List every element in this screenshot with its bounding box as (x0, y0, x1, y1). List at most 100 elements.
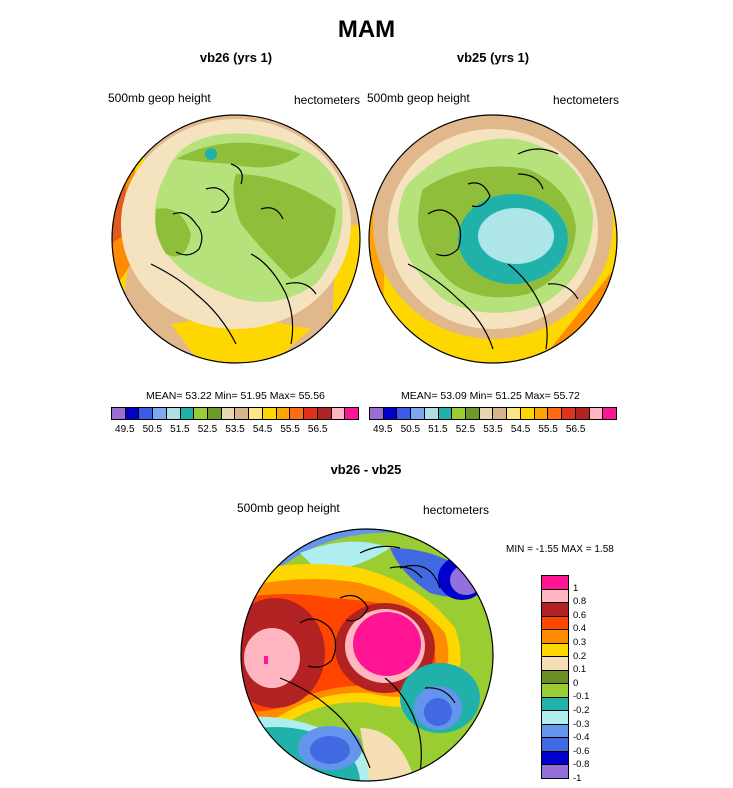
diff-colorbar-swatch (542, 670, 568, 685)
panel-2-field-label: 500mb geop height (367, 91, 470, 105)
colorbar-swatch (575, 408, 590, 419)
diff-colorbar-swatch (542, 684, 568, 698)
colorbar-swatch (520, 408, 535, 419)
colorbar-tick-label: 50.5 (400, 424, 421, 435)
colorbar-swatch (507, 408, 521, 419)
colorbar-swatch (249, 408, 263, 419)
diff-colorbar-tick-label: 0 (573, 677, 579, 689)
diff-colorbar-tick-label: -0.8 (573, 759, 590, 771)
diff-colorbar-swatch (542, 724, 568, 739)
colorbar-tick-label: 52.5 (197, 424, 218, 435)
colorbar-swatch (411, 408, 425, 419)
colorbar-swatch (304, 408, 318, 419)
colorbar-swatch (153, 408, 167, 419)
colorbar-tick-label: 49.5 (115, 424, 135, 435)
diff-colorbar-swatch (542, 576, 568, 590)
diff-colorbar-tick-label: 0.4 (573, 623, 587, 635)
colorbar-swatch (345, 408, 358, 419)
panel-1-title: vb26 (yrs 1) (199, 50, 273, 65)
diff-colorbar-tick-label: -0.1 (573, 691, 590, 703)
colorbar-tick-label: 53.5 (483, 424, 503, 435)
panel-1-colorbar (111, 407, 359, 420)
diff-panel-stats: MIN = -1.55 MAX = 1.58 (506, 544, 614, 555)
panel-2-colorbar-labels: 49.5 50.5 51.5 52.5 53.5 54.5 55.5 56.5 (369, 424, 617, 438)
diff-colorbar-tick-label: -0.6 (573, 745, 590, 757)
colorbar-tick-label: 51.5 (170, 424, 190, 435)
colorbar-swatch (562, 408, 576, 419)
diff-colorbar-tick-label: -0.4 (573, 732, 590, 744)
colorbar-swatch (166, 408, 181, 419)
colorbar-swatch (317, 408, 332, 419)
colorbar-swatch (208, 408, 222, 419)
panel-1-stats: MEAN= 53.22 Min= 51.95 Max= 55.56 (146, 390, 325, 402)
diff-panel-field-label: 500mb geop height (237, 501, 340, 515)
colorbar-swatch (125, 408, 140, 419)
diff-colorbar-tick-label: 0.1 (573, 664, 587, 676)
panel-1-colorbar-labels: 49.5 50.5 51.5 52.5 53.5 54.5 55.5 56.5 (111, 424, 359, 438)
diff-colorbar-swatch (542, 751, 568, 766)
diff-colorbar-swatch (542, 711, 568, 725)
colorbar-tick-label: 50.5 (142, 424, 163, 435)
figure-title: MAM (337, 16, 396, 43)
diff-colorbar-tick-label: -1 (573, 773, 582, 784)
colorbar-swatch (397, 408, 412, 419)
colorbar-swatch (139, 408, 154, 419)
colorbar-swatch (493, 408, 508, 419)
diff-colorbar-tick-label: -0.2 (573, 705, 590, 716)
colorbar-swatch (424, 408, 439, 419)
colorbar-swatch (112, 408, 126, 419)
colorbar-tick-label: 53.5 (225, 424, 245, 435)
colorbar-swatch (290, 408, 305, 419)
diff-colorbar-swatch (542, 697, 568, 712)
colorbar-swatch (479, 408, 494, 419)
panel-1-polar-map (111, 114, 361, 364)
colorbar-tick-label: 52.5 (455, 424, 476, 435)
diff-colorbar-swatch (542, 643, 568, 658)
colorbar-swatch (180, 408, 195, 419)
diff-colorbar-swatch (542, 765, 568, 778)
diff-colorbar-tick-label: 0.8 (573, 596, 587, 608)
colorbar-tick-label: 49.5 (373, 424, 393, 435)
colorbar-swatch (589, 408, 604, 419)
diff-colorbar-tick-label: 0.3 (573, 637, 587, 648)
colorbar-tick-label: 54.5 (510, 424, 531, 435)
colorbar-tick-label: 54.5 (252, 424, 273, 435)
diff-colorbar-labels: 1 0.8 0.6 0.4 0.3 0.2 0.1 0 -0.1 -0.2 -0.3 -0.4 -0.6… (573, 575, 613, 784)
diff-colorbar-swatch (542, 603, 568, 617)
diff-panel-units-label: hectometers (423, 503, 490, 517)
panel-2-colorbar (369, 407, 617, 420)
diff-panel-polar-map (240, 528, 494, 782)
colorbar-swatch (548, 408, 563, 419)
diff-colorbar-swatch (542, 589, 568, 604)
colorbar-swatch (466, 408, 480, 419)
colorbar-swatch (534, 408, 549, 419)
colorbar-swatch (383, 408, 398, 419)
panel-2-stats: MEAN= 53.09 Min= 51.25 Max= 55.72 (401, 390, 580, 402)
colorbar-swatch (331, 408, 346, 419)
diff-colorbar-tick-label: 0.6 (573, 609, 587, 621)
colorbar-tick-label: 56.5 (565, 424, 586, 435)
diff-colorbar (541, 575, 569, 779)
diff-colorbar-swatch (542, 616, 568, 631)
colorbar-swatch (276, 408, 291, 419)
colorbar-tick-label: 56.5 (307, 424, 328, 435)
panel-2-units-label: hectometers (553, 93, 620, 107)
diff-panel-title: vb26 - vb25 (330, 462, 402, 477)
panel-2-title: vb25 (yrs 1) (456, 50, 530, 65)
diff-colorbar-swatch (542, 657, 568, 671)
colorbar-swatch (221, 408, 236, 419)
diff-colorbar-tick-label: 1 (573, 582, 579, 594)
colorbar-swatch (194, 408, 209, 419)
colorbar-tick-label: 51.5 (428, 424, 448, 435)
diff-colorbar-tick-label: 0.2 (573, 650, 587, 662)
colorbar-swatch (438, 408, 453, 419)
diff-colorbar-swatch (542, 630, 568, 644)
diff-colorbar-swatch (542, 738, 568, 752)
diff-colorbar-tick-label: -0.3 (573, 718, 590, 730)
colorbar-swatch (452, 408, 467, 419)
colorbar-tick-label: 55.5 (538, 424, 558, 435)
panel-1-field-label: 500mb geop height (108, 91, 211, 105)
panel-1-units-label: hectometers (294, 93, 361, 107)
panel-2-polar-map (368, 114, 618, 364)
colorbar-swatch (235, 408, 250, 419)
